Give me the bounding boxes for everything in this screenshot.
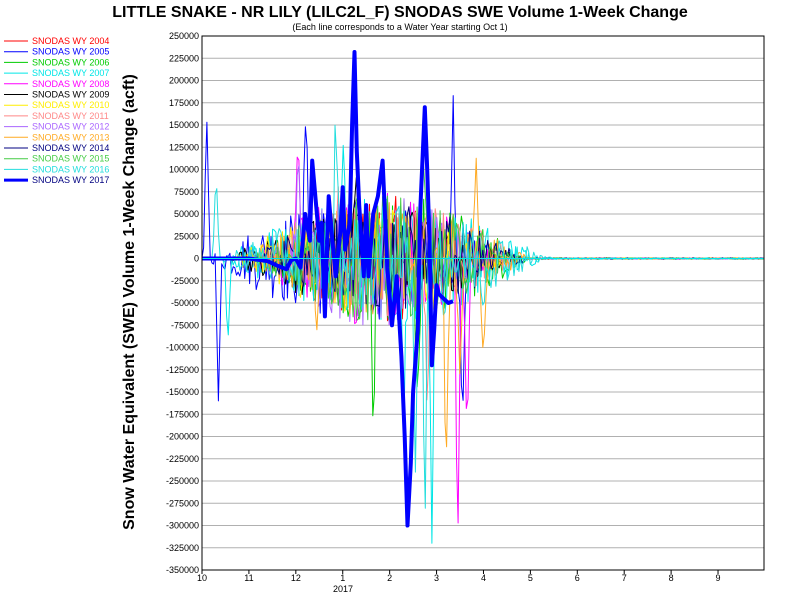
legend-label: SNODAS WY 2015: [32, 154, 109, 164]
legend-label: SNODAS WY 2005: [32, 47, 109, 57]
legend-item: SNODAS WY 2010: [4, 100, 109, 110]
legend-item: SNODAS WY 2008: [4, 79, 109, 89]
x-ticks: 10 11 12 1 2 3 4 5 6 7 8 9: [197, 570, 721, 583]
y-ticks: 2500002250002000001750001500001250001000…: [166, 31, 199, 575]
y-tick-label: -175000: [166, 409, 199, 419]
y-tick-label: -225000: [166, 454, 199, 464]
legend-item: SNODAS WY 2017: [4, 175, 109, 185]
y-tick-label: -150000: [166, 387, 199, 397]
x-tick-label: 8: [669, 573, 674, 583]
legend-item: SNODAS WY 2014: [4, 143, 109, 153]
chart-subtitle: (Each line corresponds to a Water Year s…: [292, 22, 507, 32]
x-tick-label: 9: [716, 573, 721, 583]
legend-item: SNODAS WY 2015: [4, 154, 109, 164]
y-tick-label: -25000: [171, 276, 199, 286]
y-tick-label: -250000: [166, 476, 199, 486]
y-tick-label: -275000: [166, 498, 199, 508]
legend-item: SNODAS WY 2007: [4, 68, 109, 78]
legend-item: SNODAS WY 2009: [4, 90, 109, 100]
x-tick-label: 6: [575, 573, 580, 583]
legend-item: SNODAS WY 2004: [4, 36, 109, 46]
legend-label: SNODAS WY 2010: [32, 100, 109, 110]
legend-item: SNODAS WY 2012: [4, 122, 109, 132]
y-tick-label: 175000: [169, 98, 199, 108]
x-tick-label: 3: [434, 573, 439, 583]
x-tick-label: 5: [528, 573, 533, 583]
y-tick-label: 0: [194, 254, 199, 264]
y-tick-label: -200000: [166, 432, 199, 442]
legend-label: SNODAS WY 2016: [32, 164, 109, 174]
y-tick-label: -100000: [166, 343, 199, 353]
y-tick-label: 200000: [169, 76, 199, 86]
y-tick-label: 225000: [169, 53, 199, 63]
series-line-snodas-wy-2016: [201, 124, 764, 509]
y-tick-label: -325000: [166, 543, 199, 553]
legend-item: SNODAS WY 2005: [4, 47, 109, 57]
series-line-snodas-wy-2011: [201, 186, 764, 401]
y-tick-label: -350000: [166, 565, 199, 575]
legend-label: SNODAS WY 2014: [32, 143, 109, 153]
y-tick-label: -125000: [166, 365, 199, 375]
y-tick-label: -300000: [166, 521, 199, 531]
x-year-label: 2017: [333, 584, 353, 594]
legend-label: SNODAS WY 2004: [32, 36, 109, 46]
legend-label: SNODAS WY 2011: [32, 111, 109, 121]
y-axis-label: Snow Water Equivalent (SWE) Volume 1-Wee…: [121, 74, 138, 530]
series-line-snodas-wy-2017: [202, 50, 454, 528]
y-tick-label: 125000: [169, 142, 199, 152]
y-tick-label: 100000: [169, 165, 199, 175]
x-tick-label: 1: [340, 573, 345, 583]
legend-label: SNODAS WY 2013: [32, 132, 109, 142]
legend-label: SNODAS WY 2012: [32, 122, 109, 132]
legend-label: SNODAS WY 2017: [32, 175, 109, 185]
legend-item: SNODAS WY 2016: [4, 164, 109, 174]
y-tick-label: 75000: [174, 187, 199, 197]
legend-item: SNODAS WY 2006: [4, 57, 109, 67]
y-tick-label: 250000: [169, 31, 199, 41]
y-tick-label: 50000: [174, 209, 199, 219]
y-tick-label: -75000: [171, 320, 199, 330]
x-tick-label: 10: [197, 573, 207, 583]
legend-label: SNODAS WY 2009: [32, 90, 109, 100]
x-tick-label: 11: [244, 573, 253, 583]
legend-item: SNODAS WY 2011: [4, 111, 109, 121]
x-tick-label: 2: [387, 573, 392, 583]
legend-item: SNODAS WY 2013: [4, 132, 109, 142]
y-tick-label: 25000: [174, 231, 199, 241]
legend-label: SNODAS WY 2007: [32, 68, 109, 78]
y-tick-label: 150000: [169, 120, 199, 130]
legend-label: SNODAS WY 2006: [32, 57, 109, 67]
y-tick-label: -50000: [171, 298, 199, 308]
chart-title: LITTLE SNAKE - NR LILY (LILC2L_F) SNODAS…: [112, 4, 688, 21]
x-tick-label: 12: [291, 573, 301, 583]
plot-frame: [201, 35, 765, 571]
x-tick-label: 4: [481, 573, 486, 583]
x-tick-label: 7: [622, 573, 627, 583]
plot-area: [201, 50, 764, 544]
legend-label: SNODAS WY 2008: [32, 79, 109, 89]
